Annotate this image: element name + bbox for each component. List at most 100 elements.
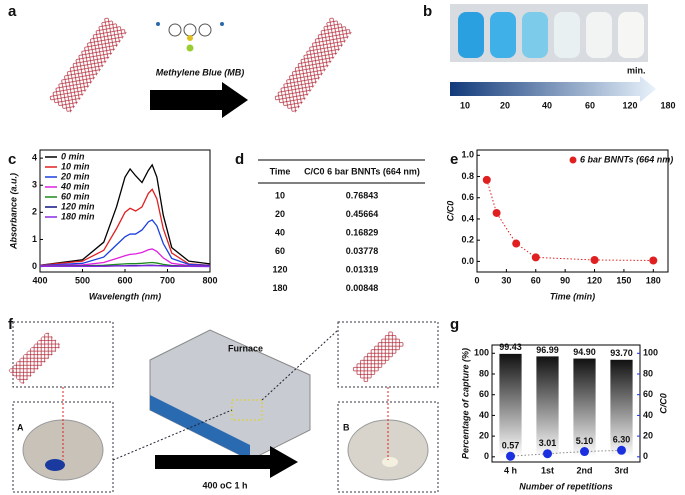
pointer — [261, 329, 339, 401]
legend-label: 60 min — [61, 191, 90, 201]
table-cell: 0.45664 — [346, 209, 379, 219]
x-axis-label: Number of repetitions — [519, 481, 613, 491]
gradient-arrow — [450, 76, 656, 102]
y-axis-label: Absorbance (a.u.) — [8, 173, 18, 250]
x-tick-label: 150 — [616, 275, 631, 285]
line — [39, 163, 211, 266]
panel-label: c — [8, 151, 16, 168]
legend-label: 20 min — [60, 171, 90, 181]
value-label: 94.90 — [573, 347, 596, 357]
table-cell: 10 — [275, 190, 285, 200]
inset-box — [12, 321, 114, 388]
line — [39, 261, 211, 267]
value-label: 5.10 — [576, 436, 594, 446]
nanotube-mb — [273, 16, 353, 114]
table-cell: 60 — [275, 246, 285, 256]
pointer — [112, 409, 233, 461]
plot-frame — [491, 344, 641, 463]
x-tick-label: 800 — [202, 275, 217, 285]
point — [492, 208, 501, 217]
table-cell: 120 — [272, 264, 287, 274]
nanotube-mb — [8, 331, 62, 385]
y-tick-label: 0.4 — [461, 213, 474, 223]
inset-box — [337, 321, 439, 388]
x-tick-label: 0 — [474, 275, 479, 285]
condition: 400 oC 1 h — [202, 480, 247, 490]
vial — [522, 12, 548, 58]
nanotube — [48, 16, 128, 114]
y-tick-label: 80 — [479, 368, 489, 378]
x-tick-label: 120 — [587, 275, 602, 285]
y-tick-label: 80 — [643, 368, 653, 378]
vial — [586, 12, 612, 58]
legend-label: 40 min — [60, 181, 90, 191]
y-tick-label: 0.2 — [461, 235, 474, 245]
y-tick-label: 100 — [643, 348, 658, 358]
molecule — [156, 22, 224, 52]
x-tick-label: 60 — [531, 275, 541, 285]
panel-f: A Furnace 400 oC 1 h B — [8, 321, 439, 493]
y-tick-label: 40 — [643, 410, 653, 420]
table-cell: 40 — [275, 227, 285, 237]
time-label: 40 — [542, 100, 552, 110]
y-tick-label: 0 — [484, 451, 489, 461]
vial — [458, 12, 484, 58]
line — [39, 188, 211, 266]
point — [649, 256, 658, 265]
value-label: 3.01 — [539, 438, 557, 448]
line — [40, 265, 211, 268]
vial — [618, 12, 644, 58]
vial — [490, 12, 516, 58]
y-tick-label: 20 — [643, 430, 653, 440]
unit: min. — [627, 65, 646, 75]
x-tick-label: 180 — [646, 275, 661, 285]
y-tick-label: 60 — [479, 389, 489, 399]
x-tick-label: 30 — [501, 275, 511, 285]
legend-label: 120 min — [61, 201, 95, 211]
x-axis-label: Time (min) — [550, 291, 595, 301]
sample — [382, 457, 398, 467]
x-tick-label: 500 — [75, 275, 90, 285]
line — [39, 219, 211, 267]
y-tick-label: 4 — [32, 153, 37, 163]
time-label: 20 — [500, 100, 510, 110]
point — [506, 451, 515, 461]
panel-labels: a b c d e f g — [8, 3, 459, 333]
table-cell: 0.00848 — [346, 283, 379, 293]
time-label: 180 — [660, 100, 675, 110]
plot-frame — [476, 149, 669, 273]
y-tick-label: 0.0 — [461, 256, 474, 266]
y-tick-label: 2 — [32, 207, 37, 217]
table-cell: 0.03778 — [346, 246, 379, 256]
time-label: 120 — [622, 100, 637, 110]
y-tick-label: 0.8 — [461, 171, 474, 181]
x-tick-label: 2nd — [576, 465, 592, 475]
x-tick-label: 600 — [117, 275, 132, 285]
point — [482, 175, 491, 184]
header-cell: C/C0 6 bar BNNTs (664 nm) — [304, 166, 420, 176]
x-tick-label: 700 — [160, 275, 175, 285]
table: Time C/C0 6 bar BNNTs (664 nm) — [258, 159, 425, 184]
value-label: 0.57 — [502, 441, 520, 451]
x-tick-label: 90 — [560, 275, 570, 285]
point — [531, 253, 540, 262]
y-tick-label: 0 — [32, 261, 37, 271]
legend-label: 0 min — [61, 151, 85, 161]
x-tick-label: 1st — [541, 465, 554, 475]
inset-label: B — [343, 422, 350, 432]
caption: Methylene Blue (MB) — [156, 67, 245, 77]
value-label: 93.70 — [610, 348, 633, 358]
bar — [499, 353, 522, 457]
legend-label: 180 min — [61, 211, 95, 221]
y-tick-label: 3 — [32, 180, 37, 190]
panel-label: f — [8, 316, 14, 333]
y-tick-label: 20 — [479, 430, 489, 440]
y-tick-label: 1.0 — [461, 150, 474, 160]
nanotube — [351, 330, 405, 384]
panel-label: g — [450, 316, 459, 333]
y-axis-label: C/C0 — [445, 201, 455, 222]
table-cell: 0.01319 — [346, 264, 379, 274]
table-cell: 0.16829 — [346, 227, 379, 237]
legend-swatch — [569, 156, 577, 164]
bar — [536, 356, 559, 457]
